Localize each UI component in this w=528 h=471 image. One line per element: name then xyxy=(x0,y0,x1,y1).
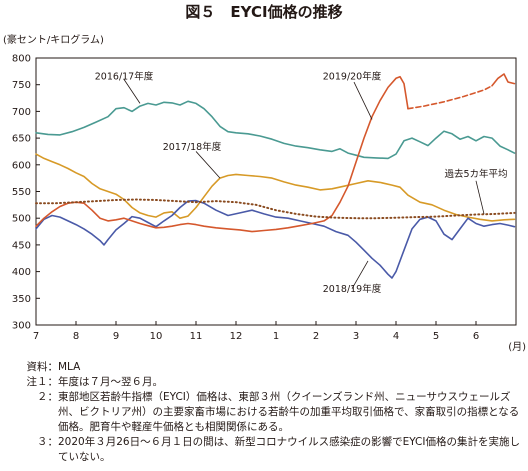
series-annotation-label: 過去5カ年平均 xyxy=(444,168,507,180)
note-text: 年度は７月～翌６月。 xyxy=(58,376,163,388)
annotation-leader xyxy=(351,260,369,289)
series-line xyxy=(407,85,493,110)
y-tick-label: 800 xyxy=(12,54,31,65)
note-2: ２： 東部地区若齢牛指標（EYCI）価格は、東部３州（クイーンズランド州、ニュー… xyxy=(24,390,524,435)
x-tick-label: 7 xyxy=(33,331,39,342)
x-tick-label: 3 xyxy=(353,331,359,342)
series-line xyxy=(35,198,516,220)
note-text: 東部地区若齢牛指標（EYCI）価格は、東部３州（クイーンズランド州、ニューサウス… xyxy=(58,391,520,433)
annotation-leader xyxy=(353,81,373,120)
y-tick-label: 300 xyxy=(12,321,31,332)
note-3: ３： 2020年３月26日～６月１日の間は、新型コロナウイルス感染症の影響でEY… xyxy=(24,435,524,465)
notes-section: 資料： MLA 注１： 年度は７月～翌６月。 ２： 東部地区若齢牛指標（EYCI… xyxy=(24,360,524,465)
note-text: 2020年３月26日～６月１日の間は、新型コロナウイルス感染症の影響でEYCI価… xyxy=(58,436,520,463)
x-tick-label: 10 xyxy=(150,331,163,342)
series-annotation-label: 2018/19年度 xyxy=(323,283,382,295)
y-tick-label: 500 xyxy=(12,214,31,225)
series-line xyxy=(35,100,516,160)
annotation-leader xyxy=(123,79,141,104)
x-tick-label: 9 xyxy=(113,331,119,342)
x-tick-label: 12 xyxy=(230,331,243,342)
x-tick-label: 6 xyxy=(473,331,479,342)
x-axis-unit-label: (月) xyxy=(508,341,526,353)
note-text: MLA xyxy=(58,361,81,373)
note-source: 資料： MLA xyxy=(24,360,524,375)
note-label: 注１： xyxy=(26,376,59,388)
note-label: ２： xyxy=(37,391,58,403)
series-annotation-label: 2019/20年度 xyxy=(323,70,382,82)
x-tick-label: 5 xyxy=(433,331,439,342)
y-axis-unit-label: (豪セント/キログラム) xyxy=(3,35,104,46)
y-tick-label: 400 xyxy=(12,267,31,278)
annotation-leader xyxy=(475,180,485,215)
x-tick-label: 4 xyxy=(393,331,399,342)
page-title: 図５ EYCI価格の推移 xyxy=(185,3,343,21)
x-tick-label: 11 xyxy=(190,331,203,342)
annotation-leader xyxy=(195,151,221,179)
x-tick-label: 2 xyxy=(313,331,319,342)
y-tick-label: 450 xyxy=(12,240,31,251)
y-tick-label: 550 xyxy=(12,187,31,198)
y-tick-label: 750 xyxy=(12,80,31,91)
series-line xyxy=(491,73,516,87)
series-line xyxy=(35,199,516,279)
note-label: ３： xyxy=(37,436,58,448)
series-annotation-label: 2017/18年度 xyxy=(163,141,222,153)
y-tick-label: 350 xyxy=(12,294,31,305)
y-tick-label: 600 xyxy=(12,160,31,171)
y-tick-label: 650 xyxy=(12,134,31,145)
note-1: 注１： 年度は７月～翌６月。 xyxy=(24,375,524,390)
series-line xyxy=(35,75,409,233)
x-tick-label: 8 xyxy=(73,331,79,342)
y-tick-label: 700 xyxy=(12,107,31,118)
x-tick-label: 1 xyxy=(273,331,279,342)
series-annotation-label: 2016/17年度 xyxy=(95,70,154,82)
note-label: 資料： xyxy=(26,361,59,373)
series-line xyxy=(35,153,516,222)
